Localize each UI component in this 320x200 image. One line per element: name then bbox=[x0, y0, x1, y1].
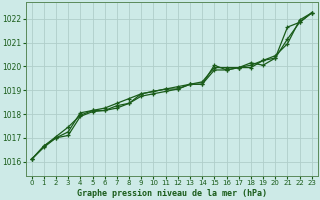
X-axis label: Graphe pression niveau de la mer (hPa): Graphe pression niveau de la mer (hPa) bbox=[77, 189, 267, 198]
